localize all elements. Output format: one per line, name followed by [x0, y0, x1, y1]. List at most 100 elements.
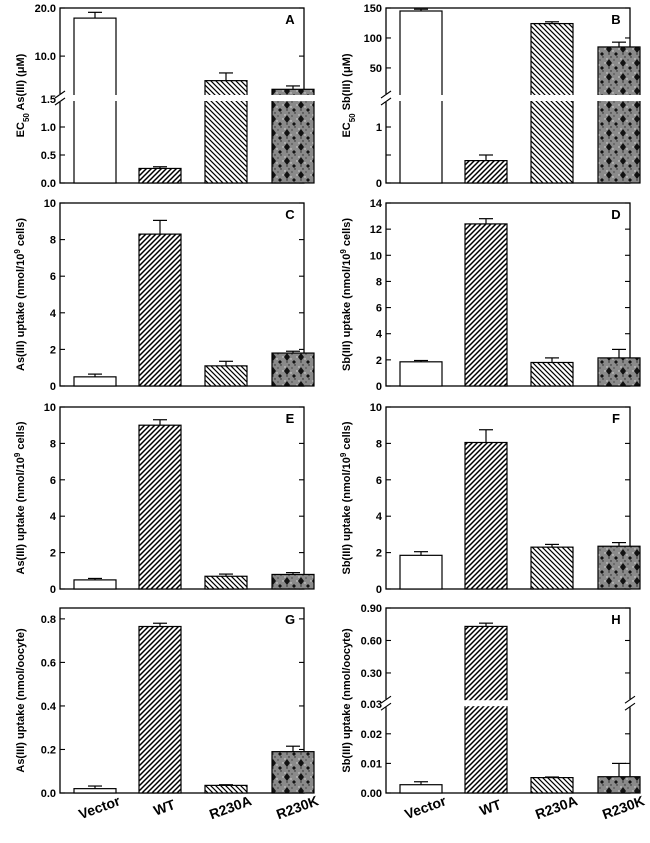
axis-break-mark: [624, 702, 636, 711]
bar-wt: [464, 625, 508, 794]
bar-break-gap: [597, 95, 641, 101]
y-axis-label: As(III) uptake (nmol/109 cells): [13, 218, 28, 371]
y-tick-label: 0: [376, 584, 382, 596]
bar-r230k: [271, 352, 315, 387]
panel-F: 0 2 4 6 8 10 F Sb(III) uptake (nmol/109 cells): [339, 402, 641, 596]
bar-r230k: [597, 545, 641, 590]
x-tick-label: R230A: [533, 792, 579, 822]
y-tick-label: 6: [50, 271, 56, 283]
bar-r230a: [530, 546, 574, 590]
y-tick-label: 2: [50, 344, 56, 356]
panel-letter: A: [285, 12, 295, 27]
y-axis-label: As(III) uptake (nmol/109 cells): [13, 421, 28, 574]
panel-letter: H: [611, 612, 620, 627]
y-axis-label: Sb(III) uptake (nmol/109 cells): [339, 421, 354, 574]
y-tick-label: 4: [50, 511, 57, 523]
y-tick-label: 1: [376, 122, 382, 134]
y-tick-label: 0.02: [361, 729, 382, 741]
x-tick-label: Vector: [76, 792, 122, 822]
bar-wt: [138, 625, 182, 794]
panel-A: 0.0 0.5 1.0 1.5 10.0 20.0 A EC50 As(III) (μM): [15, 3, 315, 190]
y-tick-label: 50: [370, 63, 382, 75]
y-tick-label: 10: [44, 198, 56, 210]
bar-break-gap: [464, 700, 508, 707]
bar-wt: [464, 441, 508, 590]
y-axis-label: Sb(III) uptake (nmol/109 cells): [339, 218, 354, 371]
y-tick-label: 150: [364, 3, 382, 15]
y-axis-label: As(III) uptake (nmol/oocyte): [15, 628, 27, 773]
bar-vector: [73, 788, 117, 794]
panel-letter: B: [611, 12, 620, 27]
axis-break-mark: [380, 702, 392, 711]
bar-r230a: [204, 784, 248, 794]
bar-wt: [138, 167, 182, 184]
bar-r230a: [530, 22, 574, 184]
y-tick-label: 10.0: [35, 51, 56, 63]
y-tick-label: 1.0: [41, 122, 56, 134]
y-tick-label: 10: [370, 250, 382, 262]
y-tick-label: 4: [50, 308, 57, 320]
axis-break-gap: [58, 94, 306, 102]
axis-break-mark: [54, 97, 66, 106]
axis-break-mark: [54, 90, 66, 99]
panel-C: 0 2 4 6 8 10 C As(III) uptake (nmol/109 cells): [13, 198, 315, 393]
bar-r230a: [204, 575, 248, 590]
plot-frame: [59, 406, 305, 590]
axis-break-mark: [380, 90, 392, 99]
y-tick-label: 8: [376, 438, 382, 450]
axis-break-gap: [384, 94, 632, 102]
y-tick-label: 0.4: [41, 701, 57, 713]
bar-r230k: [597, 776, 641, 794]
bar-r230a: [530, 361, 574, 387]
x-tick-label: WT: [477, 796, 503, 819]
y-tick-label: 12: [370, 224, 382, 236]
plot-frame: [385, 406, 631, 590]
bar-vector: [73, 376, 117, 387]
bar-break-gap: [399, 95, 443, 101]
y-tick-label: 0.8: [41, 614, 56, 626]
y-tick-label: 0.0: [41, 788, 56, 800]
panel-E: 0 2 4 6 8 10 E As(III) uptake (nmol/109 cells): [13, 402, 315, 596]
bar-break-gap: [73, 95, 117, 101]
axis-break-mark: [624, 695, 636, 704]
x-tick-label: R230K: [274, 792, 320, 822]
x-tick-label: Vector: [402, 792, 448, 822]
panel-letter: F: [612, 411, 620, 426]
bar-wt: [464, 223, 508, 387]
y-tick-label: 0: [50, 381, 56, 393]
panel-G: 0.0 0.2 0.4 0.6 0.8 G As(III) uptake (nmol/ooc…: [15, 607, 315, 800]
y-tick-label: 0.0: [41, 178, 56, 190]
bar-r230k: [271, 88, 315, 184]
bar-r230a: [530, 777, 574, 794]
panel-H: 0.00 0.01 0.02 0.03 0.30 0.60 0.90 H Sb(III) upt…: [341, 603, 641, 800]
y-tick-label: 0.60: [361, 635, 382, 647]
y-tick-label: 2: [376, 548, 382, 560]
bar-r230k: [597, 46, 641, 184]
panel-D: 0 2 4 6 8 10 12 14 D Sb(III) uptake (nmol/109 cel…: [339, 198, 641, 393]
y-tick-label: 0.03: [361, 699, 382, 711]
y-tick-label: 10: [370, 402, 382, 414]
y-tick-label: 0.30: [361, 668, 382, 680]
bar-r230k: [271, 573, 315, 590]
plot-frame: [59, 607, 305, 794]
bar-vector: [399, 554, 443, 590]
bar-vector: [399, 361, 443, 387]
y-tick-label: 4: [376, 511, 383, 523]
y-tick-label: 8: [50, 235, 56, 247]
panel-letter: E: [286, 411, 295, 426]
bar-break-gap: [530, 95, 574, 101]
y-tick-label: 0.5: [41, 150, 56, 162]
y-tick-label: 0: [50, 584, 56, 596]
y-axis-label: Sb(III) uptake (nmol/oocyte): [341, 628, 353, 773]
y-tick-label: 100: [364, 33, 382, 45]
y-tick-label: 0: [376, 178, 382, 190]
y-axis-label: EC50 Sb(III) (μM): [341, 53, 357, 137]
y-tick-label: 6: [376, 475, 382, 487]
plot-frame: [59, 202, 305, 387]
bar-wt: [138, 424, 182, 590]
y-tick-label: 2: [50, 548, 56, 560]
x-tick-label: WT: [151, 796, 177, 819]
